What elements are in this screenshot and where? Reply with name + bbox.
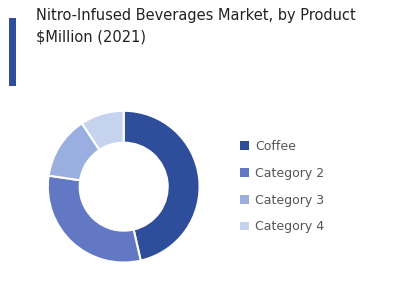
Wedge shape — [49, 123, 99, 180]
Wedge shape — [48, 176, 141, 263]
Legend: Coffee, Category 2, Category 3, Category 4: Coffee, Category 2, Category 3, Category… — [240, 140, 324, 233]
Text: Source: www.psmarketresearch.com: Source: www.psmarketresearch.com — [176, 288, 367, 298]
Wedge shape — [82, 111, 124, 150]
Text: Nitro-Infused Beverages Market, by Product: Nitro-Infused Beverages Market, by Produ… — [36, 8, 356, 23]
Wedge shape — [124, 111, 200, 261]
Text: $Million (2021): $Million (2021) — [36, 29, 146, 44]
